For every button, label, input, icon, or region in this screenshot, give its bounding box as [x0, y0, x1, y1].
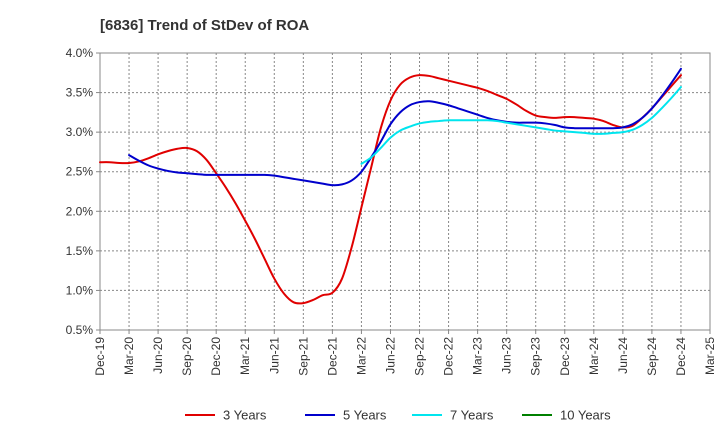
x-tick-label: Jun-22	[383, 337, 397, 374]
series-line-5-years	[128, 67, 682, 187]
y-tick-label: 0.5%	[66, 323, 94, 337]
y-axis-ticks: 0.5% 1.0% 1.5% 2.0% 2.5% 3.0% 3.5% 4.0%	[66, 46, 100, 337]
x-tick-label: Mar-23	[471, 337, 485, 375]
x-tick-label: Sep-21	[296, 337, 310, 376]
plot-area	[99, 52, 711, 331]
legend-label-7-years: 7 Years	[450, 408, 494, 423]
x-tick-label: Mar-21	[238, 337, 252, 375]
x-tick-label: Sep-22	[413, 337, 427, 376]
x-tick-label: Jun-24	[616, 337, 630, 374]
x-axis-ticks: Dec-19 Mar-20 Jun-20 Sep-20 Dec-20 Mar-21 Jun-…	[93, 330, 717, 376]
legend-label-3-years: 3 Years	[223, 408, 267, 423]
x-tick-label: Dec-22	[442, 337, 456, 376]
x-tick-label: Dec-21	[325, 337, 339, 376]
x-tick-label: Jun-23	[500, 337, 514, 374]
legend: 3 Years 5 Years 7 Years 10 Years	[185, 408, 611, 423]
x-tick-label: Jun-20	[151, 337, 165, 374]
legend-label-10-years: 10 Years	[560, 408, 611, 423]
series-line-3-years	[99, 74, 682, 305]
y-tick-label: 2.5%	[66, 165, 94, 179]
grid-lines	[100, 53, 710, 330]
y-tick-label: 1.5%	[66, 244, 94, 258]
x-tick-label: Sep-24	[645, 337, 659, 376]
x-tick-label: Mar-20	[122, 337, 136, 375]
y-tick-label: 1.0%	[66, 283, 94, 297]
y-tick-label: 2.0%	[66, 204, 94, 218]
chart-title: [6836] Trend of StDev of ROA	[100, 17, 309, 34]
x-tick-label: Mar-25	[703, 337, 717, 375]
y-tick-label: 3.5%	[66, 86, 94, 100]
x-tick-label: Dec-19	[93, 337, 107, 376]
series-line-7-years	[360, 86, 682, 165]
x-tick-label: Sep-23	[529, 337, 543, 376]
x-tick-label: Jun-21	[267, 337, 281, 374]
y-tick-label: 4.0%	[66, 46, 94, 60]
x-tick-label: Dec-24	[674, 337, 688, 376]
x-tick-label: Dec-23	[558, 337, 572, 376]
legend-label-5-years: 5 Years	[343, 408, 387, 423]
x-tick-label: Mar-24	[587, 337, 601, 375]
y-tick-label: 3.0%	[66, 125, 94, 139]
x-tick-label: Dec-20	[209, 337, 223, 376]
x-tick-label: Mar-22	[354, 337, 368, 375]
x-tick-label: Sep-20	[180, 337, 194, 376]
series-lines	[99, 67, 682, 305]
